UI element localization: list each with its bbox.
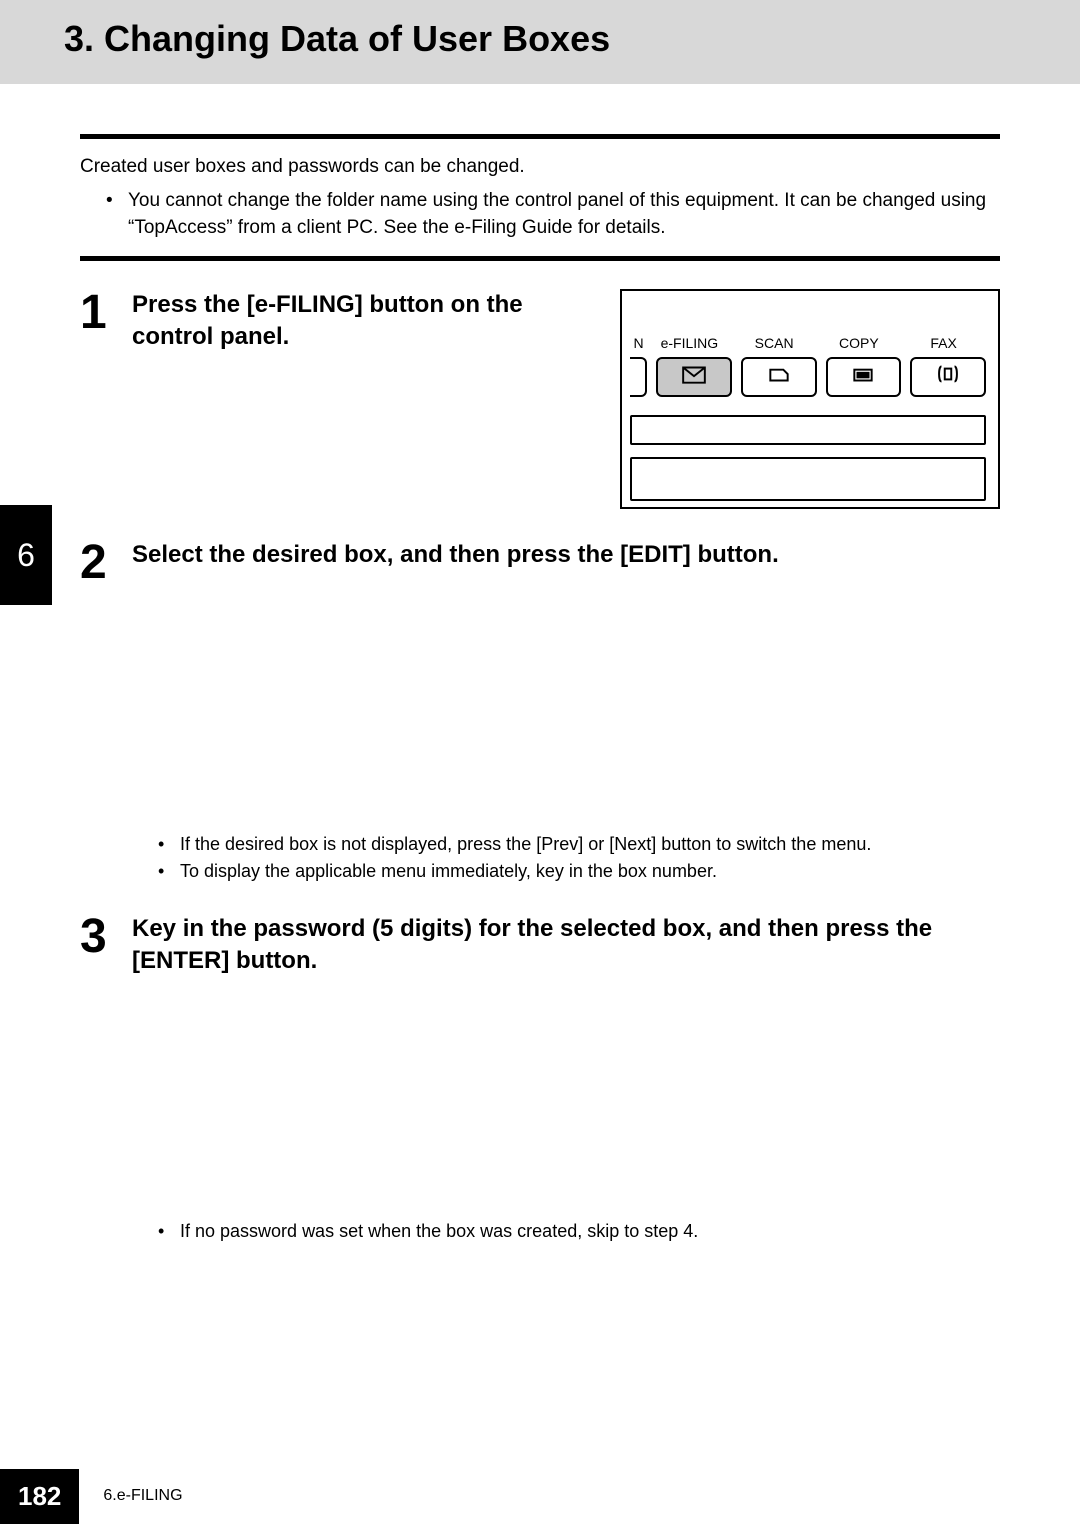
intro-line: Created user boxes and passwords can be …	[80, 153, 1000, 181]
step-2-bullet-2: To display the applicable menu immediate…	[158, 858, 1000, 885]
step-2-bullet-1: If the desired box is not displayed, pre…	[158, 831, 1000, 858]
panel-strip-1	[630, 415, 986, 445]
label-efiling: e-FILING	[647, 335, 732, 351]
panel-buttons	[630, 357, 986, 397]
rule-bottom	[80, 256, 1000, 261]
label-fax: FAX	[901, 335, 986, 351]
step-2: 2 Select the desired box, and then press…	[80, 539, 1000, 885]
page-number: 182	[0, 1469, 79, 1524]
content-area: Created user boxes and passwords can be …	[0, 84, 1080, 1245]
label-scan: SCAN	[732, 335, 817, 351]
control-panel-illustration: N e-FILING SCAN COPY FAX	[620, 289, 1000, 509]
scan-icon	[766, 363, 792, 390]
header-bar: 3. Changing Data of User Boxes	[0, 0, 1080, 84]
copy-icon	[850, 363, 876, 390]
intro-bullets: You cannot change the folder name using …	[80, 187, 1000, 242]
step-1: 1 Press the [e-FILING] button on the con…	[80, 289, 1000, 509]
step-3: 3 Key in the password (5 digits) for the…	[80, 913, 1000, 1245]
step-2-bullets: If the desired box is not displayed, pre…	[132, 831, 1000, 885]
step-2-heading: Select the desired box, and then press t…	[132, 539, 1000, 571]
footer-section: 6.e-FILING	[103, 1487, 182, 1505]
step-2-number: 2	[80, 539, 114, 587]
copy-button[interactable]	[826, 357, 902, 397]
step-1-heading: Press the [e-FILING] button on the contr…	[132, 289, 552, 354]
envelope-icon	[681, 363, 707, 390]
scan-button[interactable]	[741, 357, 817, 397]
step-3-heading: Key in the password (5 digits) for the s…	[132, 913, 1000, 978]
panel-button-cut	[630, 357, 647, 397]
step-3-number: 3	[80, 913, 114, 961]
panel-labels: N e-FILING SCAN COPY FAX	[630, 335, 986, 351]
chapter-tab: 6	[0, 505, 52, 605]
label-n: N	[630, 335, 647, 351]
fax-icon	[935, 363, 961, 390]
rule-top	[80, 134, 1000, 139]
intro-bullet-1: You cannot change the folder name using …	[106, 187, 1000, 242]
chapter-number: 6	[17, 537, 35, 574]
label-copy: COPY	[817, 335, 902, 351]
step-1-number: 1	[80, 289, 114, 337]
fax-button[interactable]	[910, 357, 986, 397]
step-3-bullet-1: If no password was set when the box was …	[158, 1218, 1000, 1245]
efiling-button[interactable]	[656, 357, 732, 397]
page-title: 3. Changing Data of User Boxes	[64, 18, 1080, 60]
footer: 182 6.e-FILING	[0, 1466, 1080, 1526]
step-3-bullets: If no password was set when the box was …	[132, 1218, 1000, 1245]
panel-strip-2	[630, 457, 986, 501]
